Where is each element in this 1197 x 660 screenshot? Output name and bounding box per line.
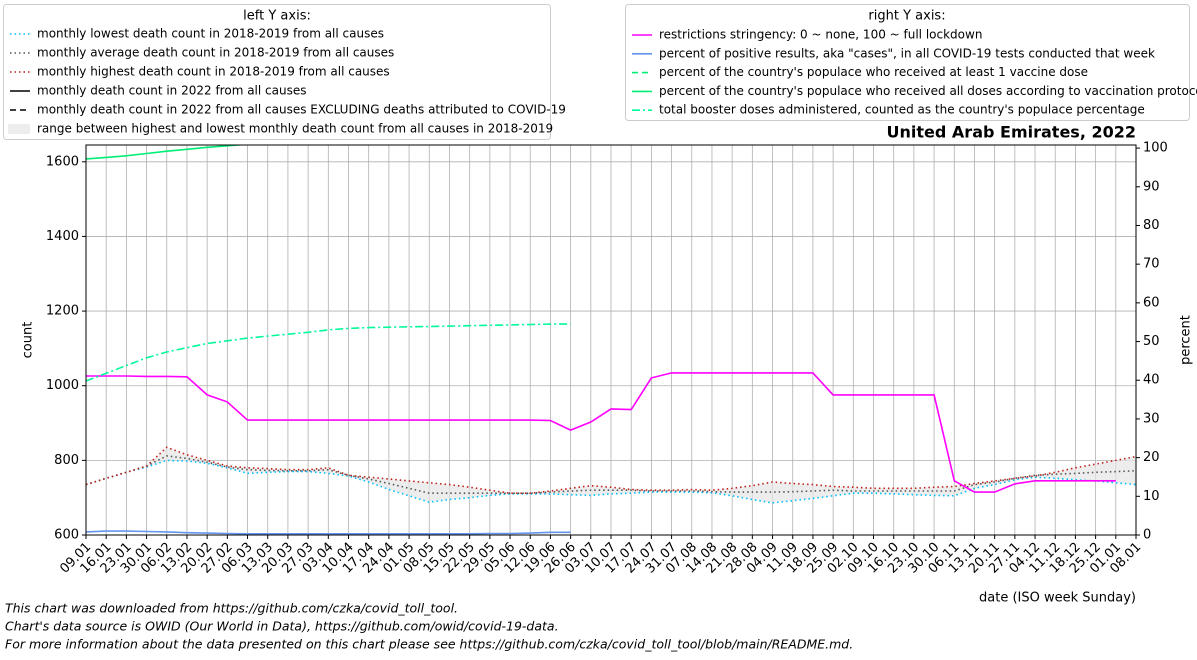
y-tick-label: 1600: [46, 154, 79, 169]
series-line: [86, 145, 248, 160]
series-line: [86, 372, 1116, 493]
y-tick-label: 1200: [46, 304, 79, 319]
range-area: [86, 447, 1136, 503]
legend-label: monthly death count in 2022 from all cau…: [37, 103, 566, 117]
legend-label: restrictions stringency: 0 ~ none, 100 ~…: [659, 28, 982, 42]
legend: monthly lowest death count in 2018-2019 …: [8, 27, 1197, 136]
chart-title: United Arab Emirates, 2022: [887, 123, 1136, 142]
legend-label: monthly death count in 2022 from all cau…: [37, 84, 306, 98]
legend-label: monthly lowest death count in 2018-2019 …: [37, 27, 384, 41]
y2-tick-label: 80: [1143, 218, 1160, 233]
y2-tick-label: 100: [1143, 141, 1168, 156]
series-line: [86, 446, 1136, 494]
y-axis-label: count: [21, 322, 36, 359]
y2-tick-label: 50: [1143, 334, 1160, 349]
legend-left-title: left Y axis:: [243, 9, 311, 24]
series-line: [86, 455, 1136, 494]
legend-swatch: [8, 124, 30, 134]
legend-label: monthly highest death count in 2018-2019…: [37, 65, 390, 79]
y-tick-label: 1000: [46, 378, 79, 393]
lines: [86, 145, 1136, 535]
legend-label: monthly average death count in 2018-2019…: [37, 46, 394, 60]
series-line: [86, 459, 1136, 504]
legend-right-box: [625, 4, 1190, 121]
legend-label: total booster doses administered, counte…: [659, 103, 1145, 117]
y2-tick-label: 30: [1143, 411, 1160, 426]
footnote: For more information about the data pres…: [5, 637, 853, 652]
y-tick-label: 600: [54, 528, 79, 543]
series-line: [86, 323, 571, 382]
legend-label: percent of the country's populace who re…: [659, 84, 1197, 98]
y2-tick-label: 90: [1143, 179, 1160, 194]
y-tick-label: 800: [54, 453, 79, 468]
legend-label: range between highest and lowest monthly…: [37, 122, 553, 136]
footnote: This chart was downloaded from https://g…: [5, 601, 458, 616]
x-axis-label: date (ISO week Sunday): [979, 591, 1136, 606]
legend-label: percent of positive results, aka "cases"…: [659, 46, 1155, 60]
legend-right-title: right Y axis:: [868, 9, 945, 24]
legend-label: percent of the country's populace who re…: [659, 65, 1088, 79]
footnote: Chart's data source is OWID (Our World i…: [5, 619, 559, 634]
series-line: [86, 530, 571, 535]
y2-tick-label: 20: [1143, 450, 1160, 465]
y-tick-label: 1400: [46, 229, 79, 244]
y2-tick-label: 70: [1143, 257, 1160, 272]
y2-axis-label: percent: [1179, 315, 1194, 365]
y2-tick-label: 0: [1143, 528, 1151, 543]
legend-left-box: [3, 4, 551, 140]
y2-tick-label: 40: [1143, 373, 1160, 388]
y2-tick-label: 10: [1143, 489, 1160, 504]
y2-tick-label: 60: [1143, 295, 1160, 310]
